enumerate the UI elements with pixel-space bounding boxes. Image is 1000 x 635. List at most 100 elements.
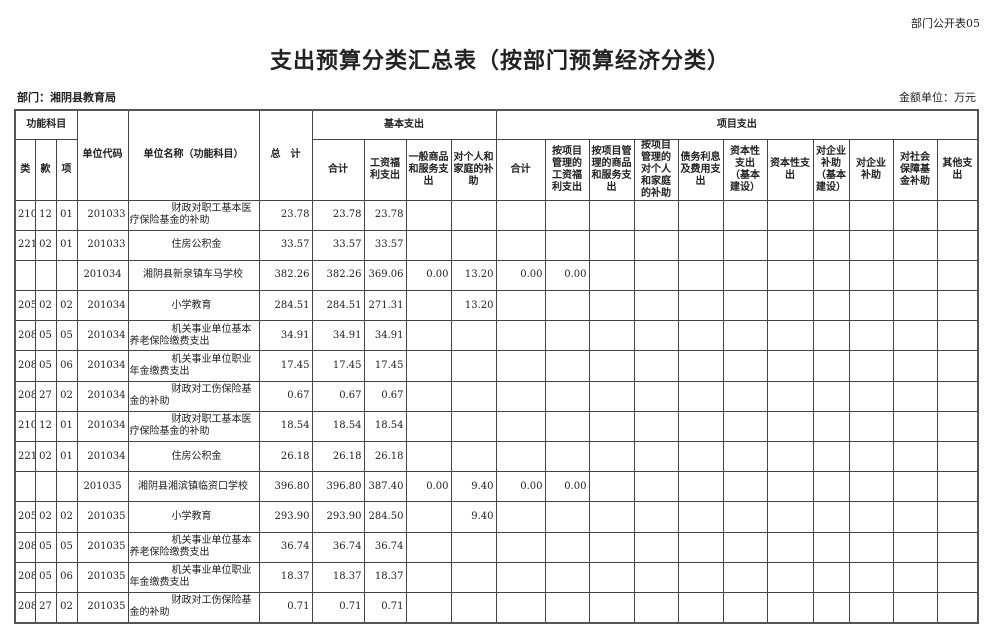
- cell-lei: 208: [14, 591, 36, 624]
- cell-project-wage: [544, 501, 590, 533]
- cell-basic-wage: 17.45: [363, 350, 407, 382]
- cell-project-empty: [677, 591, 724, 624]
- cell-total: 33.57: [258, 229, 313, 261]
- cell-project-empty: [677, 440, 724, 473]
- cell-basic-wage: 271.31: [363, 290, 407, 322]
- cell-xiang: 05: [55, 531, 78, 563]
- cell-project-total: 0.00: [495, 259, 546, 292]
- cell-project-total: [495, 501, 546, 533]
- cell-project-empty: [892, 501, 938, 533]
- cell-project-empty: [848, 229, 894, 261]
- header-project-col: 按项目管理的对个人和家庭的补助: [633, 138, 679, 201]
- cell-xiang: [55, 259, 78, 292]
- cell-basic-total: 23.78: [311, 199, 365, 231]
- cell-project-empty: [722, 561, 768, 593]
- cell-xiang: 02: [55, 290, 78, 322]
- cell-project-empty: [766, 199, 814, 231]
- cell-basic-total: 0.67: [311, 380, 365, 412]
- cell-kuan: 12: [34, 410, 57, 443]
- cell-project-total: [495, 380, 546, 412]
- cell-basic-total: 26.18: [311, 440, 365, 473]
- cell-project-wage: 0.00: [544, 471, 590, 503]
- cell-project-total: 0.00: [495, 471, 546, 503]
- cell-basic-wage: 387.40: [363, 471, 407, 503]
- cell-basic-goods: [405, 229, 452, 261]
- cell-unit-name: 财政对职工基本医疗保险基金的补助: [127, 410, 260, 443]
- cell-project-empty: [892, 350, 938, 382]
- cell-project-wage: [544, 561, 590, 593]
- cell-unit-name: 机关事业单位基本养老保险缴费支出: [127, 531, 260, 563]
- cell-kuan: 02: [34, 290, 57, 322]
- cell-unit-name: 住房公积金: [127, 440, 260, 473]
- cell-unit-name: 小学教育: [127, 290, 260, 322]
- cell-project-empty: [848, 471, 894, 503]
- cell-basic-personal: 13.20: [450, 290, 497, 322]
- cell-project-empty: [848, 531, 894, 563]
- cell-total: 34.91: [258, 320, 313, 352]
- cell-project-empty: [677, 561, 724, 593]
- cell-project-empty: [936, 561, 979, 593]
- cell-project-total: [495, 290, 546, 322]
- cell-project-empty: [892, 290, 938, 322]
- table-row: 2080505201034机关事业单位基本养老保险缴费支出34.9134.913…: [14, 320, 979, 352]
- cell-project-empty: [936, 199, 979, 231]
- cell-basic-goods: [405, 501, 452, 533]
- cell-project-empty: [677, 350, 724, 382]
- cell-project-empty: [722, 290, 768, 322]
- cell-project-empty: [812, 380, 850, 412]
- table-row: 2080506201035机关事业单位职业年金缴费支出18.3718.3718.…: [14, 561, 979, 593]
- cell-unit-name: 财政对工伤保险基金的补助: [127, 591, 260, 624]
- cell-project-empty: [588, 259, 635, 292]
- cell-project-empty: [677, 229, 724, 261]
- cell-basic-goods: [405, 531, 452, 563]
- cell-basic-total: 382.26: [311, 259, 365, 292]
- cell-project-empty: [848, 440, 894, 473]
- cell-basic-goods: 0.00: [405, 471, 452, 503]
- cell-project-empty: [588, 531, 635, 563]
- cell-basic-wage: 33.57: [363, 229, 407, 261]
- cell-basic-personal: [450, 440, 497, 473]
- table-row-unit-subtotal: 201034 湘阴县新泉镇车马学校 382.26 382.26 369.06 0.00 13…: [14, 259, 979, 292]
- cell-project-empty: [812, 501, 850, 533]
- cell-unit-code: 201034: [76, 350, 129, 382]
- header-project-col: 资本性支出（基本建设）: [722, 138, 768, 201]
- cell-project-empty: [892, 531, 938, 563]
- cell-project-empty: [588, 290, 635, 322]
- cell-unit-code: 201035: [76, 591, 129, 624]
- cell-xiang: 06: [55, 561, 78, 593]
- cell-kuan: 05: [34, 561, 57, 593]
- cell-project-empty: [722, 440, 768, 473]
- cell-total: 284.51: [258, 290, 313, 322]
- cell-basic-total: 293.90: [311, 501, 365, 533]
- cell-project-empty: [766, 229, 814, 261]
- cell-project-empty: [892, 561, 938, 593]
- cell-xiang: [55, 471, 78, 503]
- cell-unit-name: 小学教育: [127, 501, 260, 533]
- table-body: 2101201201033财政对职工基本医疗保险基金的补助23.7823.782…: [14, 199, 979, 624]
- cell-lei: 210: [14, 199, 36, 231]
- cell-project-empty: [588, 471, 635, 503]
- cell-lei: [14, 259, 36, 292]
- cell-project-empty: [722, 410, 768, 443]
- cell-project-wage: [544, 290, 590, 322]
- cell-xiang: 05: [55, 320, 78, 352]
- cell-project-empty: [722, 380, 768, 412]
- header-func-subject: 功能科目: [14, 109, 78, 140]
- cell-project-empty: [677, 410, 724, 443]
- cell-basic-personal: [450, 410, 497, 443]
- cell-unit-code: 201034: [76, 320, 129, 352]
- cell-basic-wage: 34.91: [363, 320, 407, 352]
- table-row: 2080505201035机关事业单位基本养老保险缴费支出36.7436.743…: [14, 531, 979, 563]
- cell-basic-goods: [405, 561, 452, 593]
- cell-project-empty: [766, 320, 814, 352]
- cell-project-empty: [892, 591, 938, 624]
- cell-project-empty: [936, 501, 979, 533]
- cell-project-empty: [677, 199, 724, 231]
- cell-basic-goods: [405, 440, 452, 473]
- cell-basic-personal: [450, 320, 497, 352]
- header-project-col: 对企业补助（基本建设）: [812, 138, 850, 201]
- cell-basic-total: 0.71: [311, 591, 365, 624]
- table-row-unit-subtotal: 201035 湘阴县湘滨镇临资口学校 396.80 396.80 387.40 0.00 9…: [14, 471, 979, 503]
- cell-project-empty: [633, 350, 679, 382]
- cell-project-total: [495, 561, 546, 593]
